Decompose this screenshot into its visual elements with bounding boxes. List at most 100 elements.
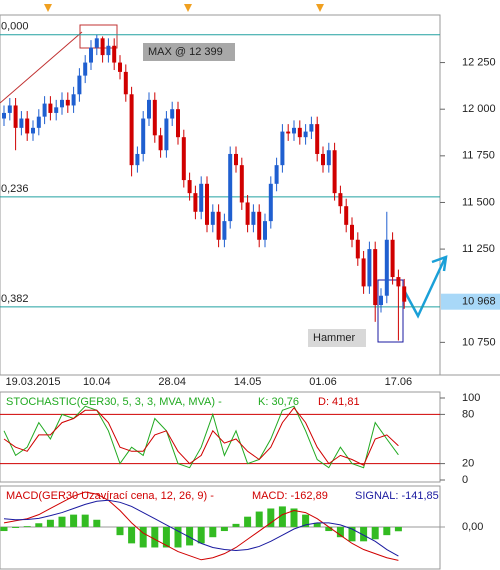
histogram-bar (81, 514, 89, 527)
y-tick-label: 11 500 (462, 196, 495, 208)
histogram-bar (302, 514, 310, 527)
candle-body (2, 112, 6, 119)
candle-body (42, 103, 47, 117)
y-tick-label: 11 250 (462, 243, 495, 255)
histogram-bar (209, 526, 217, 538)
candle-body (210, 211, 215, 225)
histogram-bar (313, 522, 321, 527)
indicator-title: STOCHASTIC(GER30, 5, 3, 3, MVA, MVA) - (6, 396, 222, 408)
histogram-bar (93, 519, 101, 527)
histogram-bar (383, 526, 391, 536)
candle-body (60, 99, 64, 108)
candle-body (286, 131, 291, 134)
fib-label: 0,236 (1, 183, 29, 195)
annotation: MAX @ 12 399 (148, 46, 223, 58)
x-tick-label: 19.03.2015 (5, 376, 60, 388)
candle-body (48, 103, 53, 113)
candle-body (315, 124, 320, 154)
candle-body (257, 211, 262, 240)
histogram-bar (197, 526, 205, 544)
candle-body (234, 153, 238, 166)
candle-body (100, 38, 105, 56)
histogram-bar (220, 526, 228, 532)
y-tick-label: 0,00 (462, 521, 483, 533)
candle-body (135, 153, 140, 166)
event-marker (316, 4, 324, 12)
last-price-box (441, 293, 500, 310)
candle-body (89, 47, 93, 63)
candle-body (152, 99, 157, 136)
candle-body (181, 137, 186, 181)
candle-body (141, 118, 146, 154)
y-tick-label: 80 (462, 408, 474, 420)
max-highlight (79, 24, 118, 49)
y-tick-label: 100 (462, 392, 480, 404)
candle-body (31, 127, 35, 134)
annotation-box (143, 43, 235, 61)
candle-body (292, 127, 296, 134)
histogram-bar (244, 516, 252, 527)
candle-body (332, 150, 337, 194)
candle-body (384, 239, 389, 296)
legend-entry: D: 41,81 (318, 396, 360, 408)
histogram-bar (290, 508, 298, 527)
histogram-bar (139, 526, 147, 548)
candle-body (245, 202, 250, 225)
x-tick-label: 17.06 (385, 376, 413, 388)
x-tick-label: 01.06 (309, 376, 337, 388)
candle-body (25, 118, 30, 134)
candle-body (268, 183, 273, 222)
candle-body (65, 99, 70, 106)
histogram-bar (336, 526, 344, 538)
candle-body (350, 224, 354, 240)
candle-body (54, 107, 59, 113)
last-price-label: 10 968 (462, 296, 496, 308)
histogram-bar (394, 526, 402, 532)
candle-body (251, 211, 256, 225)
candle-body (36, 116, 41, 128)
candle-body (112, 45, 117, 63)
forecast-arrowhead (431, 255, 448, 272)
candle-body (280, 131, 285, 166)
annotation: Hammer (313, 332, 356, 344)
y-tick-label: 12 000 (462, 103, 496, 115)
trend-line (0, 31, 83, 104)
forecast-arrow (403, 257, 447, 319)
histogram-bar (267, 508, 275, 527)
legend-entry: MACD: -162,89 (252, 490, 328, 502)
candle-body (390, 239, 395, 278)
histogram-bar (23, 526, 31, 527)
histogram-bar (35, 523, 43, 527)
histogram-bar (255, 511, 263, 527)
annotation-box (308, 329, 366, 347)
candle-body (402, 286, 407, 302)
histogram-bar (70, 514, 78, 527)
candle-body (274, 165, 279, 184)
legend-entry: SIGNAL: -141,85 (355, 490, 439, 502)
candle-body (187, 180, 192, 194)
histogram-bar (46, 519, 54, 527)
series-line (3, 491, 399, 561)
candle-body (19, 118, 24, 128)
histogram-bar (186, 526, 194, 546)
candle-body (147, 99, 151, 119)
series-line (3, 499, 399, 557)
candle-body (338, 193, 343, 207)
histogram-bar (162, 526, 170, 548)
y-tick-label: 20 (462, 458, 474, 470)
candle-body (71, 94, 76, 106)
candle-body (326, 150, 331, 166)
candle-body (106, 45, 111, 56)
candle-body (216, 211, 221, 240)
series-line (3, 407, 399, 466)
indicator-title: MACD(GER30 Uzavírací cena, 12, 26, 9) - (6, 490, 214, 502)
candle-body (297, 127, 302, 138)
histogram-bar (325, 526, 333, 532)
candle-body (158, 135, 163, 151)
histogram-bar (371, 526, 379, 540)
candle-body (13, 105, 18, 128)
candle-body (344, 206, 349, 225)
hammer-highlight (377, 279, 404, 343)
